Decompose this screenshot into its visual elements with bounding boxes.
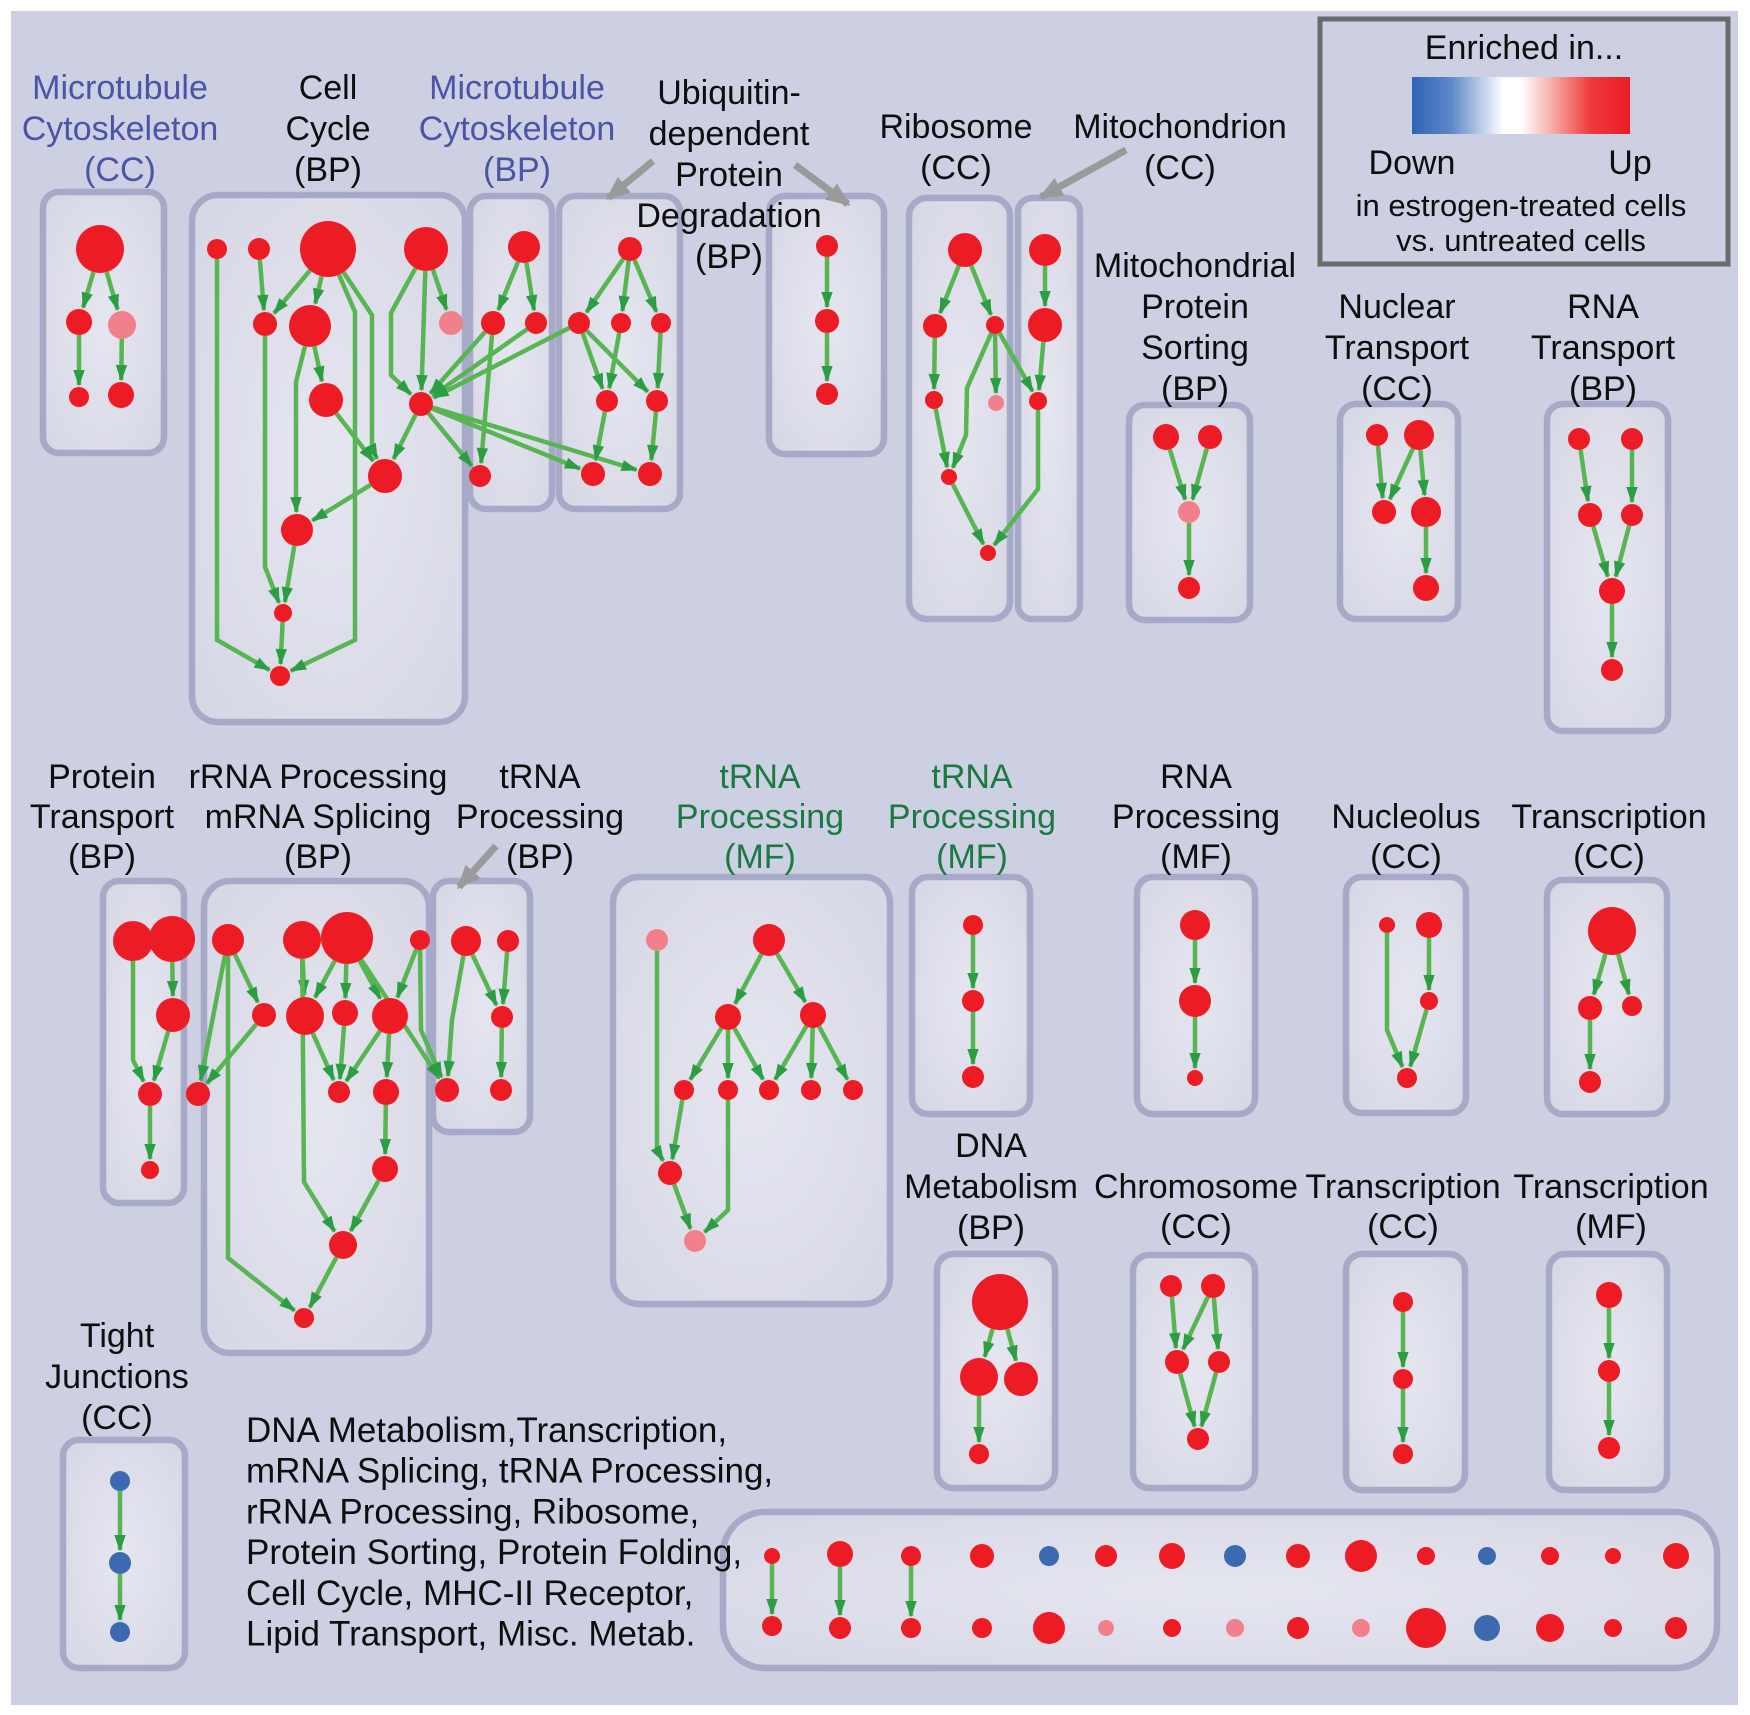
svg-text:Microtubule: Microtubule (429, 69, 605, 107)
svg-text:(MF): (MF) (724, 838, 796, 876)
svg-text:rRNA Processing, Ribosome,: rRNA Processing, Ribosome, (246, 1492, 699, 1531)
svg-text:Lipid Transport, Misc. Metab.: Lipid Transport, Misc. Metab. (246, 1615, 695, 1654)
svg-text:tRNA: tRNA (719, 758, 801, 796)
svg-text:RNA: RNA (1160, 758, 1232, 796)
svg-text:Metabolism: Metabolism (904, 1168, 1078, 1206)
svg-text:Mitochondrion: Mitochondrion (1073, 108, 1287, 146)
svg-text:dependent: dependent (649, 115, 810, 153)
svg-text:Cycle: Cycle (285, 110, 370, 148)
svg-text:(CC): (CC) (81, 1399, 153, 1437)
svg-text:(CC): (CC) (1144, 149, 1216, 187)
svg-text:Protein: Protein (1141, 288, 1249, 326)
svg-text:Processing: Processing (1112, 798, 1280, 836)
svg-text:Ubiquitin-: Ubiquitin- (657, 74, 801, 112)
svg-text:rRNA Processing: rRNA Processing (189, 758, 448, 796)
svg-text:Nucleolus: Nucleolus (1331, 798, 1480, 836)
svg-text:Tight: Tight (80, 1317, 155, 1355)
svg-text:Protein: Protein (48, 758, 156, 796)
svg-text:Sorting: Sorting (1141, 329, 1249, 367)
svg-text:Processing: Processing (888, 798, 1056, 836)
svg-text:(BP): (BP) (695, 238, 763, 276)
svg-text:Transport: Transport (1531, 329, 1676, 367)
svg-text:(CC): (CC) (1160, 1208, 1232, 1246)
svg-text:Cytoskeleton: Cytoskeleton (22, 110, 219, 148)
svg-text:Microtubule: Microtubule (32, 69, 208, 107)
svg-text:Transcription: Transcription (1511, 798, 1706, 836)
svg-text:Ribosome: Ribosome (879, 108, 1032, 146)
svg-text:(MF): (MF) (936, 838, 1008, 876)
svg-text:(BP): (BP) (506, 838, 574, 876)
svg-text:Processing: Processing (456, 798, 624, 836)
svg-text:RNA: RNA (1567, 288, 1639, 326)
svg-text:Protein: Protein (675, 156, 783, 194)
svg-text:Mitochondrial: Mitochondrial (1094, 247, 1296, 285)
svg-text:(CC): (CC) (1573, 838, 1645, 876)
svg-text:Up: Up (1608, 144, 1651, 182)
svg-text:Junctions: Junctions (45, 1358, 189, 1396)
svg-text:(CC): (CC) (84, 151, 156, 189)
svg-text:(CC): (CC) (920, 149, 992, 187)
svg-text:DNA Metabolism,Transcription,: DNA Metabolism,Transcription, (246, 1411, 727, 1450)
svg-text:Cell Cycle, MHC-II Receptor,: Cell Cycle, MHC-II Receptor, (246, 1574, 693, 1613)
svg-text:(BP): (BP) (1569, 370, 1637, 408)
svg-text:Protein Sorting, Protein Foldi: Protein Sorting, Protein Folding, (246, 1533, 742, 1572)
svg-text:tRNA: tRNA (499, 758, 581, 796)
svg-text:Cytoskeleton: Cytoskeleton (419, 110, 616, 148)
svg-text:Chromosome: Chromosome (1094, 1168, 1298, 1206)
svg-text:(CC): (CC) (1361, 370, 1433, 408)
svg-text:Transport: Transport (1325, 329, 1470, 367)
svg-text:(BP): (BP) (483, 151, 551, 189)
svg-text:Transcription: Transcription (1305, 1168, 1500, 1206)
svg-text:DNA: DNA (955, 1127, 1027, 1165)
svg-text:(BP): (BP) (284, 838, 352, 876)
svg-text:mRNA Splicing, tRNA Processing: mRNA Splicing, tRNA Processing, (246, 1452, 773, 1491)
svg-text:Transport: Transport (30, 798, 175, 836)
svg-text:Degradation: Degradation (636, 197, 821, 235)
svg-text:in estrogen-treated cells: in estrogen-treated cells (1356, 188, 1687, 223)
svg-text:(BP): (BP) (1161, 370, 1229, 408)
svg-text:vs. untreated cells: vs. untreated cells (1396, 223, 1646, 258)
svg-text:(MF): (MF) (1575, 1208, 1647, 1246)
svg-text:(CC): (CC) (1370, 838, 1442, 876)
svg-text:Cell: Cell (299, 69, 358, 107)
svg-text:Enriched in...: Enriched in... (1425, 29, 1623, 67)
svg-text:Transcription: Transcription (1513, 1168, 1708, 1206)
svg-text:Nuclear: Nuclear (1338, 288, 1455, 326)
svg-text:(BP): (BP) (957, 1209, 1025, 1247)
svg-text:Processing: Processing (676, 798, 844, 836)
svg-text:(CC): (CC) (1367, 1208, 1439, 1246)
svg-text:(BP): (BP) (68, 838, 136, 876)
svg-text:(MF): (MF) (1160, 838, 1232, 876)
svg-text:Down: Down (1369, 144, 1456, 182)
svg-text:mRNA Splicing: mRNA Splicing (205, 798, 432, 836)
svg-text:(BP): (BP) (294, 151, 362, 189)
svg-text:tRNA: tRNA (931, 758, 1013, 796)
